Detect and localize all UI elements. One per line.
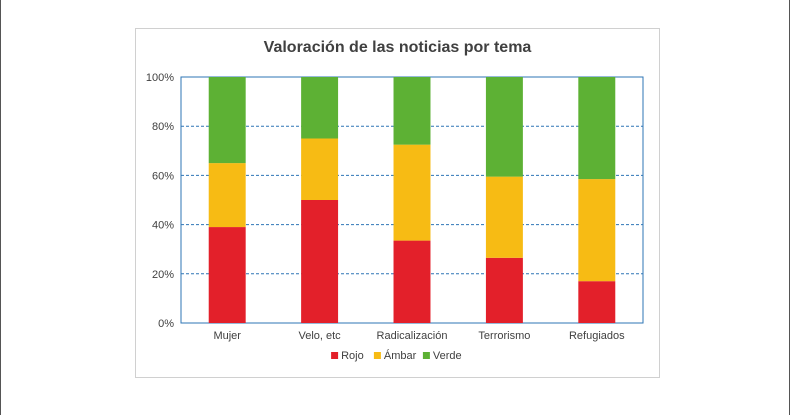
- bar-segment: [301, 77, 339, 139]
- bar-segment: [393, 240, 431, 323]
- x-tick-label: Refugiados: [569, 330, 625, 342]
- page-border-left: [0, 0, 1, 415]
- bar-segment: [578, 77, 616, 180]
- legend-swatch: [331, 352, 339, 359]
- legend-label: Ámbar: [384, 349, 417, 362]
- x-tick-label: Terrorismo: [478, 330, 530, 342]
- bar-segment: [578, 281, 616, 323]
- bar-segment: [301, 200, 339, 323]
- y-tick-label: 20%: [152, 269, 174, 281]
- legend-swatch: [422, 352, 430, 359]
- bar-segment: [208, 227, 246, 323]
- x-tick-label: Velo, etc: [298, 330, 341, 342]
- bar-segment: [393, 77, 431, 145]
- bar-segment: [208, 77, 246, 164]
- legend-label: Verde: [433, 350, 462, 362]
- chart-frame: Valoración de las noticias por tema 0% 20…: [135, 28, 660, 378]
- bar-segment: [208, 163, 246, 228]
- y-tick-label: 40%: [152, 220, 174, 232]
- page-border-right: [789, 0, 790, 415]
- bar-segment: [393, 144, 431, 241]
- bar-segment: [578, 179, 616, 282]
- y-tick-label: 80%: [152, 121, 174, 133]
- y-tick-label: 60%: [152, 170, 174, 182]
- x-tick-label: Radicalización: [377, 330, 448, 342]
- y-tick-label: 100%: [146, 72, 174, 84]
- bar-segment: [485, 257, 523, 323]
- legend-swatch: [373, 352, 381, 359]
- bar-segment: [485, 176, 523, 258]
- legend-label: Rojo: [341, 350, 364, 362]
- y-tick-label: 0%: [158, 318, 174, 330]
- chart-plot: 0% 20% 40% 60% 80% 100% Mujer Velo, etc Radicali…: [146, 72, 644, 362]
- chart-title: Valoración de las noticias por tema: [263, 39, 532, 56]
- bar-segment: [301, 138, 339, 200]
- x-tick-label: Mujer: [213, 330, 241, 342]
- bar-segment: [485, 77, 523, 177]
